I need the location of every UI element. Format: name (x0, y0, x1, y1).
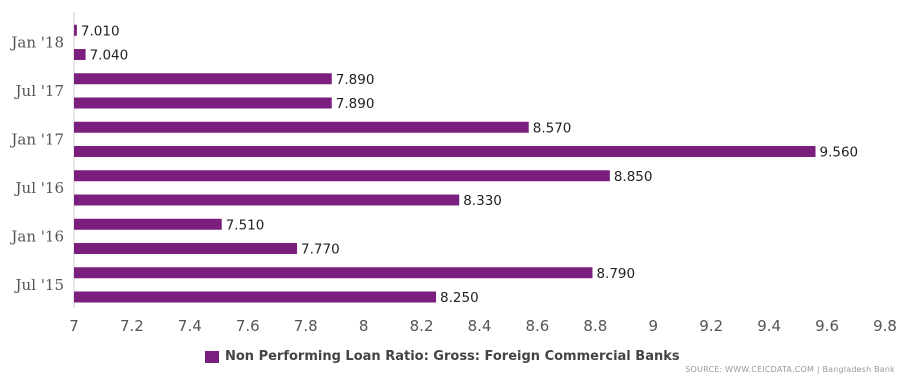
x-tick-label: 8 (359, 317, 369, 335)
data-label: 7.770 (301, 242, 340, 258)
x-tick-label: 8.4 (468, 317, 492, 335)
x-tick-label: 9.8 (873, 317, 897, 335)
data-label: 8.790 (596, 266, 635, 282)
bar[interactable] (74, 146, 816, 157)
data-label: 8.330 (463, 193, 502, 209)
bar[interactable] (74, 97, 332, 109)
data-label-group: 8.250 8.790 7.770 7.510 8.330 8.850 9.560 8.570… (81, 23, 858, 306)
category-label: Jul '17 (14, 82, 64, 100)
data-label: 7.010 (81, 23, 120, 39)
data-label: 8.850 (614, 169, 653, 185)
category-label: Jan '17 (9, 130, 64, 148)
data-label: 7.510 (226, 217, 265, 233)
bar[interactable] (74, 218, 222, 230)
data-label: 8.570 (533, 120, 572, 136)
bar[interactable] (74, 73, 332, 85)
category-label: Jul '15 (14, 276, 64, 294)
x-tick-label: 9.4 (757, 317, 781, 335)
category-label: Jan '16 (9, 227, 64, 245)
bar[interactable] (74, 291, 437, 303)
x-tick-label: 8.6 (525, 317, 549, 335)
legend[interactable]: Non Performing Loan Ratio: Gross: Foreig… (205, 349, 680, 364)
bar[interactable] (74, 24, 77, 36)
data-label: 7.890 (336, 72, 375, 88)
legend-swatch (205, 350, 219, 363)
category-label: Jul '16 (14, 179, 64, 197)
bar[interactable] (74, 170, 610, 182)
data-label: 7.040 (90, 48, 129, 64)
data-label: 8.250 (440, 290, 479, 306)
bar[interactable] (74, 194, 460, 206)
bar[interactable] (74, 267, 593, 279)
bar[interactable] (74, 121, 529, 133)
x-tick-label: 9 (649, 317, 659, 335)
bar-group (74, 24, 816, 303)
source-note: SOURCE: WWW.CEICDATA.COM | Bangladesh Ba… (685, 365, 895, 374)
data-label: 9.560 (819, 145, 858, 161)
x-tick-label: 7 (69, 317, 79, 335)
x-tick-label: 9.6 (815, 317, 839, 335)
x-tick-label: 9.2 (699, 317, 723, 335)
category-label: Jan '18 (9, 33, 64, 51)
x-tick-label: 8.8 (583, 317, 607, 335)
x-tick-label: 7.4 (178, 317, 202, 335)
x-tick-label: 7.8 (294, 317, 318, 335)
x-tick-label: 7.6 (236, 317, 260, 335)
legend-label: Non Performing Loan Ratio: Gross: Foreig… (225, 349, 680, 364)
category-label-group: Jul '15 Jan '16 Jul '16 Jan '17 Jul '17 Jan '… (9, 33, 64, 294)
bar[interactable] (74, 243, 298, 254)
x-tick-label: 8.2 (410, 317, 434, 335)
bar[interactable] (74, 49, 86, 60)
data-label: 7.890 (336, 96, 375, 112)
x-tick-group: 7 7.2 7.4 7.6 7.8 8 8.2 8.4 8.6 8.8 9 9.2 9.4 9.6 9.8 (69, 317, 897, 335)
x-tick-label: 7.2 (120, 317, 144, 335)
